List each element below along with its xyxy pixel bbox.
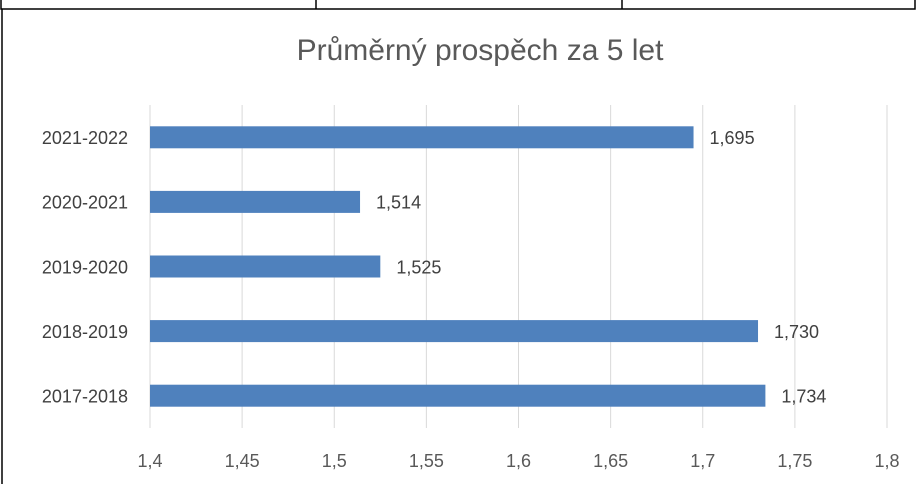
value-label: 1,514 xyxy=(376,193,421,213)
x-tick-label: 1,75 xyxy=(777,451,812,471)
y-tick-label: 2021-2022 xyxy=(42,128,128,148)
x-tick-label: 1,8 xyxy=(874,451,899,471)
y-tick-label: 2017-2018 xyxy=(42,386,128,406)
x-tick-label: 1,45 xyxy=(225,451,260,471)
x-tick-label: 1,4 xyxy=(137,451,162,471)
bar xyxy=(150,384,766,407)
x-tick-label: 1,65 xyxy=(593,451,628,471)
x-tick-label: 1,55 xyxy=(409,451,444,471)
value-label: 1,734 xyxy=(781,386,826,406)
value-label: 1,525 xyxy=(396,257,441,277)
table-row xyxy=(0,0,916,10)
y-tick-label: 2019-2020 xyxy=(42,257,128,277)
bar xyxy=(150,126,694,149)
value-label: 1,730 xyxy=(774,322,819,342)
bar xyxy=(150,190,361,213)
y-tick-label: 2018-2019 xyxy=(42,322,128,342)
value-label: 1,695 xyxy=(710,128,755,148)
x-tick-label: 1,6 xyxy=(506,451,531,471)
bar xyxy=(150,255,381,278)
x-tick-label: 1,7 xyxy=(690,451,715,471)
bar xyxy=(150,320,759,343)
y-tick-label: 2020-2021 xyxy=(42,193,128,213)
x-tick-label: 1,5 xyxy=(322,451,347,471)
chart-title: Průměrný prospěch za 5 let xyxy=(297,34,665,67)
